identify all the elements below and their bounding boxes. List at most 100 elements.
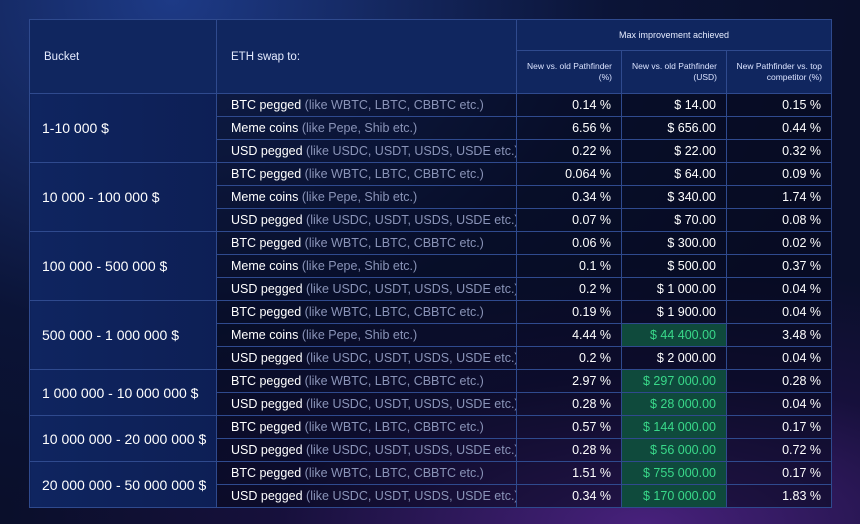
new-vs-old-percent-cell: 2.97 %: [516, 369, 622, 393]
swap-target-cell: BTC pegged (like WBTC, LBTC, CBBTC etc.): [216, 162, 517, 186]
table-row: 10 000 - 100 000 $ BTC pegged (like WBTC,…: [29, 162, 833, 232]
asset-class: USD pegged: [231, 213, 303, 227]
swap-target-cell: USD pegged (like USDC, USDT, USDS, USDE …: [216, 438, 517, 462]
asset-examples: (like Pepe, Shib etc.): [298, 190, 418, 204]
table-header: Bucket ETH swap to: Max improvement achi…: [29, 19, 833, 94]
bucket-cell: 10 000 000 - 20 000 000 $: [29, 415, 217, 462]
new-vs-old-usd-cell: $ 44 400.00: [621, 323, 727, 347]
swap-target-cell: USD pegged (like USDC, USDT, USDS, USDE …: [216, 346, 517, 370]
table-row: Meme coins (like Pepe, Shib etc.) 0.1 % $ …: [30, 254, 833, 278]
new-vs-competitor-percent-cell: 0.04 %: [725, 392, 833, 416]
new-vs-competitor-percent-cell: 0.44 %: [725, 116, 833, 140]
asset-class: BTC pegged: [231, 236, 302, 250]
asset-examples: (like WBTC, LBTC, CBBTC etc.): [301, 420, 484, 434]
table-row: 1-10 000 $ BTC pegged (like WBTC, LBTC, C…: [29, 93, 833, 163]
table-row: 500 000 - 1 000 000 $ BTC pegged (like WB…: [29, 300, 833, 370]
table-row: 20 000 000 - 50 000 000 $ BTC pegged (lik…: [29, 461, 833, 508]
new-vs-old-usd-cell: $ 170 000.00: [621, 484, 727, 508]
new-vs-competitor-percent-cell: 1.83 %: [725, 484, 833, 508]
asset-examples: (like USDC, USDT, USDS, USDE etc.): [302, 351, 517, 365]
new-vs-competitor-percent-cell: 0.32 %: [725, 139, 833, 163]
new-vs-old-percent-cell: 0.57 %: [516, 415, 622, 439]
swap-target-cell: Meme coins (like Pepe, Shib etc.): [216, 116, 517, 140]
table-row: USD pegged (like USDC, USDT, USDS, USDE …: [30, 484, 833, 508]
new-vs-competitor-percent-cell: 0.37 %: [725, 254, 833, 278]
bucket-cell: 1 000 000 - 10 000 000 $: [29, 369, 217, 416]
new-vs-old-usd-cell: $ 300.00: [621, 231, 727, 255]
new-vs-competitor-percent-cell: 0.09 %: [725, 162, 833, 186]
bucket-cell: 20 000 000 - 50 000 000 $: [29, 461, 217, 508]
new-vs-competitor-percent-cell: 0.04 %: [725, 277, 833, 301]
new-vs-old-percent-cell: 1.51 %: [516, 461, 622, 485]
asset-class: BTC pegged: [231, 167, 302, 181]
new-vs-old-percent-cell: 0.14 %: [516, 93, 622, 117]
new-vs-old-usd-cell: $ 2 000.00: [621, 346, 727, 370]
table-row: USD pegged (like USDC, USDT, USDS, USDE …: [30, 392, 833, 416]
new-vs-competitor-percent-cell: 0.04 %: [725, 346, 833, 370]
new-vs-competitor-percent-cell: 0.04 %: [725, 300, 833, 324]
asset-examples: (like USDC, USDT, USDS, USDE etc.): [302, 282, 517, 296]
asset-examples: (like WBTC, LBTC, CBBTC etc.): [301, 236, 484, 250]
asset-examples: (like Pepe, Shib etc.): [298, 259, 418, 273]
swap-target-cell: BTC pegged (like WBTC, LBTC, CBBTC etc.): [216, 300, 517, 324]
swap-target-cell: Meme coins (like Pepe, Shib etc.): [216, 254, 517, 278]
asset-class: BTC pegged: [231, 305, 302, 319]
table-row: 10 000 000 - 20 000 000 $ BTC pegged (lik…: [29, 415, 833, 462]
asset-class: Meme coins: [231, 190, 299, 204]
new-vs-old-usd-cell: $ 14.00: [621, 93, 727, 117]
header-new-vs-old-usd: New vs. old Pathfinder (USD): [621, 50, 727, 94]
swap-target-cell: Meme coins (like Pepe, Shib etc.): [216, 185, 517, 209]
header-max-improvement: Max improvement achieved: [515, 19, 833, 51]
new-vs-old-percent-cell: 0.06 %: [516, 231, 622, 255]
asset-class: Meme coins: [231, 328, 299, 342]
improvement-table: Bucket ETH swap to: Max improvement achi…: [29, 19, 833, 508]
new-vs-old-percent-cell: 0.34 %: [516, 185, 622, 209]
new-vs-old-percent-cell: 6.56 %: [516, 116, 622, 140]
swap-target-cell: USD pegged (like USDC, USDT, USDS, USDE …: [216, 139, 517, 163]
new-vs-competitor-percent-cell: 0.08 %: [725, 208, 833, 232]
new-vs-old-usd-cell: $ 22.00: [621, 139, 727, 163]
new-vs-old-usd-cell: $ 656.00: [621, 116, 727, 140]
table-row: 1 000 000 - 10 000 000 $ BTC pegged (like…: [29, 369, 833, 416]
new-vs-old-percent-cell: 0.2 %: [516, 277, 622, 301]
new-vs-old-usd-cell: $ 70.00: [621, 208, 727, 232]
new-vs-old-usd-cell: $ 56 000.00: [621, 438, 727, 462]
new-vs-competitor-percent-cell: 0.17 %: [725, 415, 833, 439]
table-row: USD pegged (like USDC, USDT, USDS, USDE …: [30, 139, 833, 163]
asset-class: USD pegged: [231, 489, 303, 503]
swap-target-cell: USD pegged (like USDC, USDT, USDS, USDE …: [216, 484, 517, 508]
new-vs-competitor-percent-cell: 0.17 %: [725, 461, 833, 485]
asset-examples: (like Pepe, Shib etc.): [298, 328, 418, 342]
new-vs-competitor-percent-cell: 0.02 %: [725, 231, 833, 255]
new-vs-competitor-percent-cell: 3.48 %: [725, 323, 833, 347]
asset-examples: (like WBTC, LBTC, CBBTC etc.): [301, 167, 484, 181]
swap-target-cell: BTC pegged (like WBTC, LBTC, CBBTC etc.): [216, 461, 517, 485]
asset-examples: (like USDC, USDT, USDS, USDE etc.): [302, 443, 517, 457]
asset-examples: (like WBTC, LBTC, CBBTC etc.): [301, 374, 484, 388]
asset-examples: (like USDC, USDT, USDS, USDE etc.): [302, 213, 517, 227]
new-vs-old-percent-cell: 4.44 %: [516, 323, 622, 347]
new-vs-old-usd-cell: $ 144 000.00: [621, 415, 727, 439]
swap-target-cell: USD pegged (like USDC, USDT, USDS, USDE …: [216, 277, 517, 301]
header-new-vs-old-percent: New vs. old Pathfinder (%): [516, 50, 622, 94]
asset-class: Meme coins: [231, 121, 299, 135]
asset-examples: (like WBTC, LBTC, CBBTC etc.): [301, 305, 484, 319]
swap-target-cell: USD pegged (like USDC, USDT, USDS, USDE …: [216, 208, 517, 232]
new-vs-old-usd-cell: $ 500.00: [621, 254, 727, 278]
asset-examples: (like USDC, USDT, USDS, USDE etc.): [302, 144, 517, 158]
new-vs-old-percent-cell: 0.2 %: [516, 346, 622, 370]
table-row: Meme coins (like Pepe, Shib etc.) 6.56 % $…: [30, 116, 833, 140]
new-vs-old-percent-cell: 0.28 %: [516, 438, 622, 462]
new-vs-old-percent-cell: 0.19 %: [516, 300, 622, 324]
header-bucket: Bucket: [29, 19, 217, 94]
table-row: USD pegged (like USDC, USDT, USDS, USDE …: [30, 208, 833, 232]
new-vs-old-percent-cell: 0.22 %: [516, 139, 622, 163]
asset-examples: (like USDC, USDT, USDS, USDE etc.): [302, 489, 517, 503]
new-vs-old-usd-cell: $ 64.00: [621, 162, 727, 186]
swap-target-cell: Meme coins (like Pepe, Shib etc.): [216, 323, 517, 347]
bucket-cell: 10 000 - 100 000 $: [29, 162, 217, 232]
new-vs-old-percent-cell: 0.064 %: [516, 162, 622, 186]
swap-target-cell: BTC pegged (like WBTC, LBTC, CBBTC etc.): [216, 231, 517, 255]
new-vs-old-usd-cell: $ 297 000.00: [621, 369, 727, 393]
asset-class: USD pegged: [231, 144, 303, 158]
